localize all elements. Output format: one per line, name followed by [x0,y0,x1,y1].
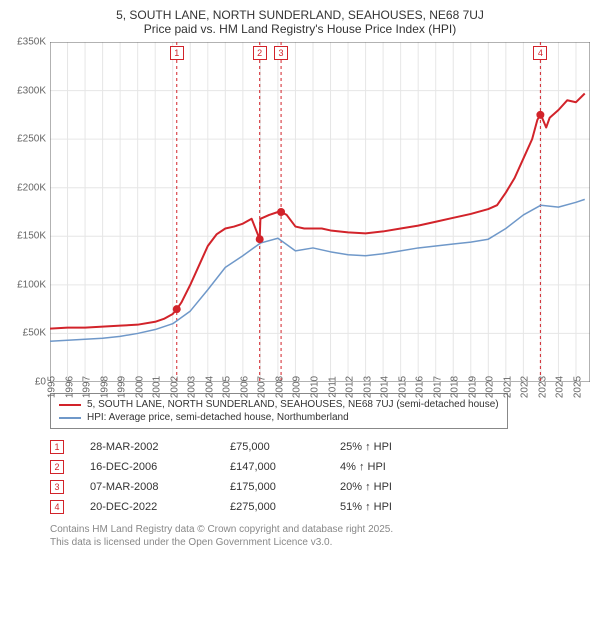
event-date: 20-DEC-2022 [90,497,230,517]
event-marker-icon: 1 [50,440,64,454]
x-tick-label: 2008 [270,376,285,398]
x-tick-label: 2005 [218,376,233,398]
x-tick-label: 1998 [95,376,110,398]
event-date: 28-MAR-2002 [90,437,230,457]
event-price: £75,000 [230,437,340,457]
legend-swatch [59,417,81,419]
legend: 5, SOUTH LANE, NORTH SUNDERLAND, SEAHOUS… [50,393,508,429]
event-marker-icon: 2 [50,460,64,474]
x-tick-label: 1995 [43,376,58,398]
x-tick-label: 2024 [551,376,566,398]
event-table: 1 28-MAR-2002£75,00025% ↑ HPI 2 16-DEC-2006… [50,437,594,517]
x-tick-label: 2013 [358,376,373,398]
x-tick-label: 2009 [288,376,303,398]
chart-title-line2: Price paid vs. HM Land Registry's House … [6,22,594,36]
y-tick-label: £50K [23,328,50,339]
event-row: 3 07-MAR-2008£175,00020% ↑ HPI [50,477,460,497]
event-delta: 51% ↑ HPI [340,497,460,517]
event-row: 1 28-MAR-2002£75,00025% ↑ HPI [50,437,460,457]
x-tick-label: 2001 [148,376,163,398]
event-marker: 4 [533,46,547,60]
event-row: 2 16-DEC-2006£147,0004% ↑ HPI [50,457,460,477]
y-tick-label: £350K [17,37,50,48]
event-row: 4 20-DEC-2022£275,00051% ↑ HPI [50,497,460,517]
y-tick-label: £250K [17,134,50,145]
legend-item: 5, SOUTH LANE, NORTH SUNDERLAND, SEAHOUS… [59,398,499,411]
footer-line1: Contains HM Land Registry data © Crown c… [50,523,594,536]
legend-swatch [59,404,81,406]
event-date: 16-DEC-2006 [90,457,230,477]
x-tick-label: 2000 [130,376,145,398]
y-tick-label: £300K [17,85,50,96]
x-tick-label: 2020 [481,376,496,398]
x-tick-label: 1999 [113,376,128,398]
event-delta: 20% ↑ HPI [340,477,460,497]
x-tick-label: 1997 [78,376,93,398]
event-delta: 4% ↑ HPI [340,457,460,477]
x-tick-label: 2016 [411,376,426,398]
x-tick-label: 2007 [253,376,268,398]
event-date: 07-MAR-2008 [90,477,230,497]
x-tick-label: 2017 [428,376,443,398]
x-tick-label: 2019 [463,376,478,398]
y-tick-label: £150K [17,231,50,242]
legend-label: 5, SOUTH LANE, NORTH SUNDERLAND, SEAHOUS… [87,399,499,410]
x-tick-label: 2011 [323,376,338,398]
x-tick-label: 2012 [341,376,356,398]
legend-item: HPI: Average price, semi-detached house,… [59,411,499,424]
event-price: £175,000 [230,477,340,497]
event-delta: 25% ↑ HPI [340,437,460,457]
event-price: £275,000 [230,497,340,517]
x-tick-label: 2010 [305,376,320,398]
chart-title-line1: 5, SOUTH LANE, NORTH SUNDERLAND, SEAHOUS… [6,8,594,22]
event-marker: 1 [170,46,184,60]
x-tick-label: 2018 [446,376,461,398]
x-tick-label: 2015 [393,376,408,398]
event-price: £147,000 [230,457,340,477]
x-tick-label: 2022 [516,376,531,398]
legend-label: HPI: Average price, semi-detached house,… [87,412,349,423]
x-tick-label: 2006 [235,376,250,398]
x-tick-label: 2002 [165,376,180,398]
x-tick-label: 2025 [568,376,583,398]
x-tick-label: 1996 [60,376,75,398]
event-marker-icon: 4 [50,500,64,514]
x-tick-label: 2023 [533,376,548,398]
x-tick-label: 2014 [376,376,391,398]
x-tick-label: 2004 [200,376,215,398]
event-marker: 2 [253,46,267,60]
footer-line2: This data is licensed under the Open Gov… [50,536,594,549]
event-marker-icon: 3 [50,480,64,494]
y-tick-label: £200K [17,182,50,193]
x-tick-label: 2021 [498,376,513,398]
y-tick-label: £100K [17,279,50,290]
x-tick-label: 2003 [183,376,198,398]
attribution: Contains HM Land Registry data © Crown c… [50,523,594,549]
event-marker: 3 [274,46,288,60]
price-chart [50,42,590,382]
